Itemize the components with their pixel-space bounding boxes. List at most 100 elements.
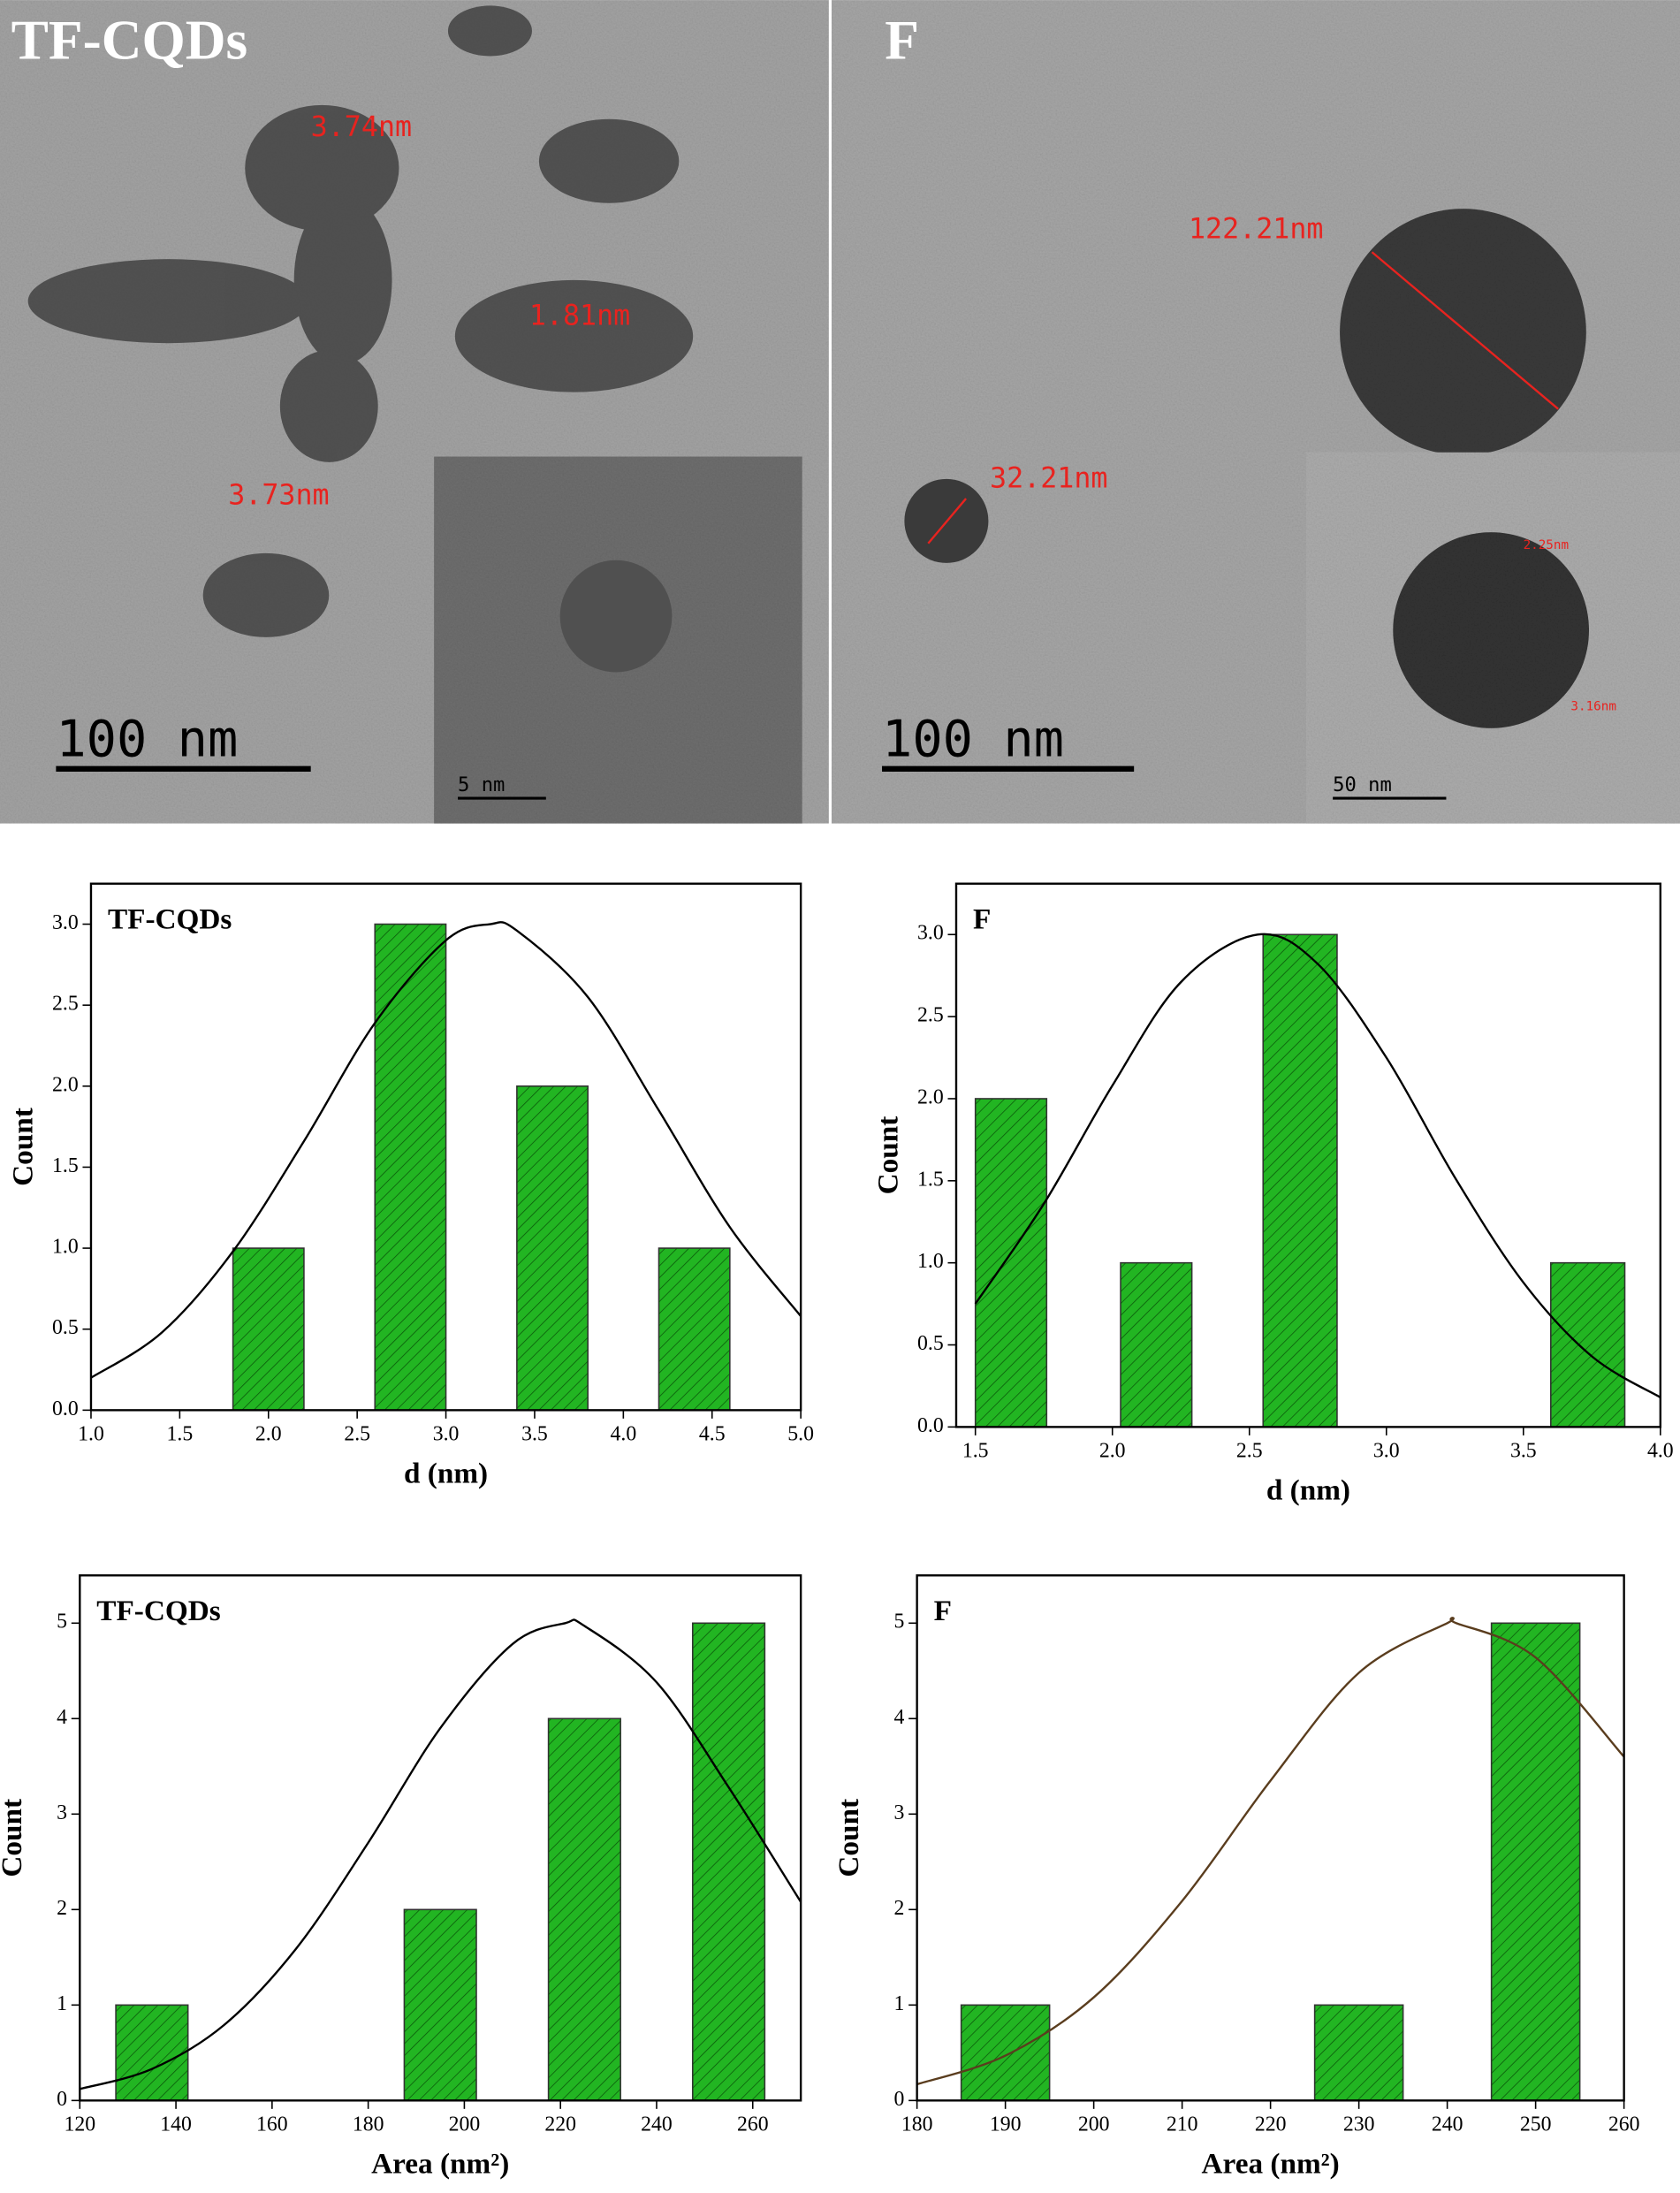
x-tick-label: 180 [353, 2113, 384, 2136]
fit-curve [916, 1617, 1625, 2086]
fit-curve [79, 1618, 802, 2090]
y-tick-label: 2.0 [52, 1073, 79, 1096]
x-tick-label: 260 [1608, 2113, 1640, 2136]
inset-measurement: 3.16nm [1570, 699, 1615, 713]
bar-hatch [975, 1098, 1047, 1428]
x-axis-label: Area (nm²) [1202, 2148, 1340, 2181]
bar-hatch [116, 2005, 188, 2101]
bar-hatch [375, 924, 446, 1411]
y-axis-label: Count [871, 1116, 904, 1195]
x-tick-label: 3.5 [1510, 1439, 1537, 1462]
x-tick-label: 210 [1167, 2113, 1198, 2136]
x-tick-label: 1.5 [962, 1439, 989, 1462]
x-tick-label: 2.0 [255, 1422, 282, 1445]
inset-measurement: 2.25nm [1524, 538, 1569, 552]
chart-title: TF-CQDs [96, 1595, 220, 1627]
measurement: 32.21nm [990, 462, 1107, 494]
y-tick-label: 3.0 [917, 922, 944, 945]
fit-curve [90, 921, 802, 1379]
y-tick-label: 1.5 [917, 1168, 944, 1191]
plot-frame [954, 882, 1662, 1428]
chart: 1.5 2.0 2.5 3.0 3.5 4.0 0.0 0.5 1.0 1.5 2.0 2.5 3.0 F… [871, 882, 1674, 1507]
x-tick-label: 4.0 [611, 1422, 637, 1445]
tem-left [0, 0, 829, 824]
chart: 120 140 160 180 200 220 240 260 0 1 2 3 4 5 TF-CQDs Are… [0, 1574, 802, 2181]
x-tick-label: 190 [990, 2113, 1022, 2136]
x-tick-label: 250 [1520, 2113, 1552, 2136]
y-tick-label: 1 [57, 1992, 67, 2015]
x-tick-label: 200 [1078, 2113, 1110, 2136]
chart-title: F [934, 1595, 952, 1627]
bar-hatch [1314, 2005, 1403, 2101]
bar-hatch [1491, 1623, 1580, 2101]
y-tick-label: 1.0 [917, 1250, 944, 1273]
y-tick-label: 4 [57, 1706, 67, 1729]
bar-hatch [658, 1248, 730, 1411]
x-tick-label: 4.5 [699, 1422, 726, 1445]
y-tick-label: 1.5 [52, 1154, 79, 1177]
y-tick-label: 0 [57, 2088, 67, 2111]
bar-hatch [1550, 1262, 1625, 1428]
y-axis-label: Count [832, 1799, 865, 1877]
chart-title: TF-CQDs [108, 902, 232, 935]
inset-scale-bar-label: 50 nm [1333, 773, 1392, 796]
y-tick-label: 3.0 [52, 911, 79, 934]
x-tick-label: 160 [256, 2113, 288, 2136]
panel-label: F [885, 10, 919, 72]
y-axis-label: Count [6, 1108, 39, 1186]
x-tick-label: 1.0 [78, 1422, 104, 1445]
bar-hatch [1121, 1262, 1192, 1428]
x-axis-label: d (nm) [1266, 1474, 1350, 1507]
x-tick-label: 260 [737, 2113, 769, 2136]
measurement: 122.21nm [1189, 213, 1324, 245]
chart-title: F [973, 902, 991, 935]
x-tick-label: 5.0 [787, 1422, 814, 1445]
measurement: 3.73nm [228, 479, 329, 511]
bar-hatch [692, 1623, 765, 2101]
fit-curve [974, 933, 1661, 1398]
bar-hatch [404, 1909, 477, 2101]
chart: 180 190 200 210 220 230 240 250 260 0 1 2 3 4 5 F Area (… [832, 1574, 1640, 2181]
y-tick-label: 3 [57, 1801, 67, 1824]
inset-scale-bar-label: 5 nm [458, 773, 505, 796]
x-tick-label: 1.5 [167, 1422, 194, 1445]
chart: 1.0 1.5 2.0 2.5 3.0 3.5 4.0 4.5 5.0 0.0 0.5 1.0 1.5 2… [6, 882, 814, 1490]
x-tick-label: 3.0 [1373, 1439, 1400, 1462]
x-tick-label: 2.5 [1236, 1439, 1263, 1462]
x-tick-label: 180 [901, 2113, 933, 2136]
y-tick-label: 4 [893, 1706, 904, 1729]
x-tick-label: 200 [449, 2113, 481, 2136]
x-tick-label: 230 [1343, 2113, 1375, 2136]
y-tick-label: 5 [57, 1610, 67, 1633]
tem-right [831, 0, 1680, 824]
bar-hatch [961, 2005, 1050, 2101]
x-tick-label: 2.0 [1099, 1439, 1126, 1462]
y-tick-label: 0.0 [917, 1414, 944, 1437]
x-tick-label: 2.5 [344, 1422, 370, 1445]
x-tick-label: 240 [641, 2113, 673, 2136]
y-tick-label: 2 [893, 1897, 904, 1920]
y-tick-label: 2 [57, 1897, 67, 1920]
y-tick-label: 0 [893, 2088, 904, 2111]
y-tick-label: 2.5 [52, 993, 79, 1016]
y-axis-label: Count [0, 1799, 28, 1877]
x-tick-label: 240 [1432, 2113, 1463, 2136]
x-tick-label: 3.5 [521, 1422, 548, 1445]
y-tick-label: 3 [893, 1801, 904, 1824]
y-tick-label: 2.0 [917, 1085, 944, 1108]
x-tick-label: 3.0 [433, 1422, 460, 1445]
measurement: 3.74nm [311, 111, 412, 143]
bar-hatch [548, 1718, 621, 2101]
bar-hatch [232, 1248, 304, 1411]
x-tick-label: 220 [1255, 2113, 1287, 2136]
x-tick-label: 140 [160, 2113, 192, 2136]
measurement: 1.81nm [529, 301, 630, 332]
panel-label: TF-CQDs [11, 10, 248, 72]
y-tick-label: 0.5 [52, 1316, 79, 1339]
y-tick-label: 1.0 [52, 1236, 79, 1259]
bar-hatch [1263, 934, 1337, 1428]
x-tick-label: 120 [64, 2113, 95, 2136]
x-axis-label: d (nm) [404, 1458, 488, 1490]
